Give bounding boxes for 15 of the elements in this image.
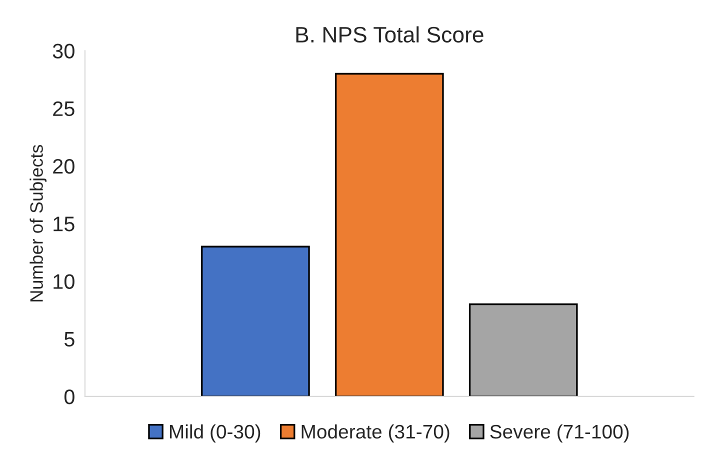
chart-title: B. NPS Total Score <box>296 26 484 43</box>
y-tick-label: 30 <box>52 44 74 58</box>
y-axis-title: Number of Subjects <box>30 144 47 302</box>
bar <box>468 303 578 396</box>
y-tick-label: 0 <box>64 389 74 404</box>
y-tick-label: 20 <box>53 158 74 174</box>
y-tick-label: 15 <box>54 216 74 232</box>
y-tick-label: 25 <box>53 101 74 116</box>
bar <box>201 246 310 396</box>
legend-label: Moderate (31-70) <box>302 424 450 442</box>
y-tick-label: 10 <box>54 274 74 289</box>
bar <box>334 72 444 396</box>
legend-label: Mild (0-30) <box>170 424 260 442</box>
y-tick-label: 5 <box>64 332 74 347</box>
legend-label: Severe (71-100) <box>490 424 629 442</box>
